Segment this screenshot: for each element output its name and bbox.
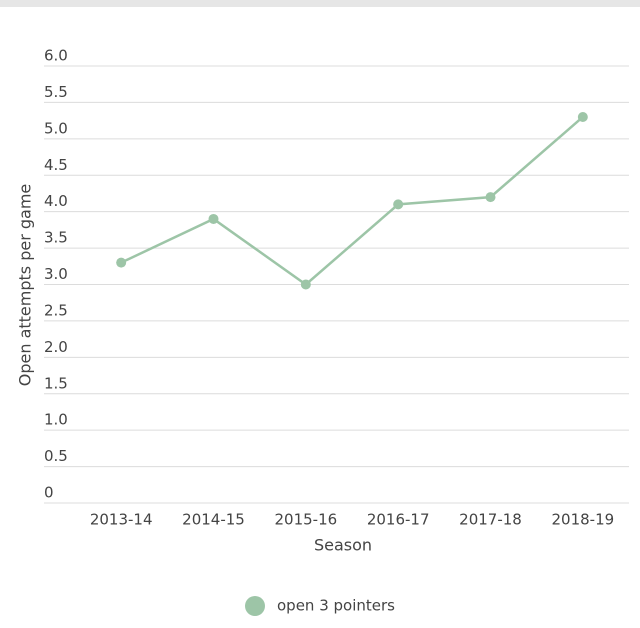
y-tick-label: 1.0 xyxy=(44,411,68,429)
y-tick-label: 5.0 xyxy=(44,119,68,137)
point xyxy=(208,213,219,224)
line xyxy=(120,116,584,287)
y-tick-label: 6.0 xyxy=(44,47,68,65)
point xyxy=(300,279,311,290)
point xyxy=(485,192,496,203)
y-tick-label: 2.0 xyxy=(44,338,68,356)
point xyxy=(116,257,127,268)
y-tick-label: 3.5 xyxy=(44,229,68,247)
x-tick-label: 2016-17 xyxy=(367,511,430,529)
y-tick-label: 0 xyxy=(44,484,54,502)
x-axis-title: Season xyxy=(314,536,372,555)
y-tick-label: 4.0 xyxy=(44,192,68,210)
x-tick-label: 2014-15 xyxy=(182,511,245,529)
point xyxy=(577,111,588,122)
x-tick-label: 2015-16 xyxy=(274,511,337,529)
x-tick-label: 2017-18 xyxy=(459,511,522,529)
legend-marker xyxy=(245,596,265,616)
y-tick-label: 4.5 xyxy=(44,156,68,174)
y-tick-label: 1.5 xyxy=(44,374,68,392)
point xyxy=(393,199,404,210)
y-tick-label: 0.5 xyxy=(44,447,68,465)
x-tick-label: 2018-19 xyxy=(551,511,614,529)
top-bar xyxy=(0,0,640,7)
legend-label: open 3 pointers xyxy=(277,597,395,615)
y-tick-label: 3.0 xyxy=(44,265,68,283)
y-axis-title: Open attempts per game xyxy=(16,184,35,387)
x-tick-label: 2013-14 xyxy=(90,511,153,529)
y-tick-label: 2.5 xyxy=(44,301,68,319)
y-tick-label: 5.5 xyxy=(44,83,68,101)
